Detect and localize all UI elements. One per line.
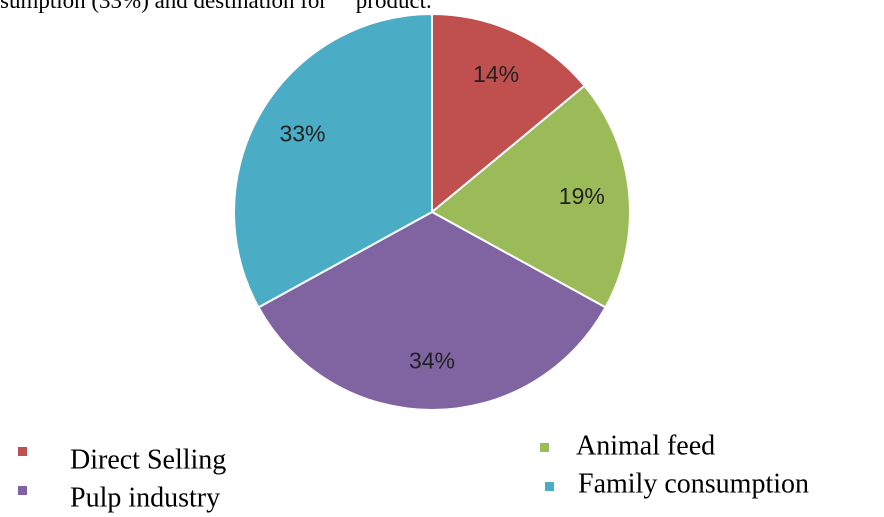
pie-slice <box>233 12 433 309</box>
caption-fragment: sumption (33%) and destination for produ… <box>0 0 432 13</box>
slice-label: 19% <box>559 183 605 209</box>
slice-label: 33% <box>279 120 325 146</box>
legend-swatch <box>545 482 554 491</box>
legend-label: Animal feed <box>576 430 715 461</box>
pie-slice <box>430 84 631 309</box>
legend-label: Family consumption <box>578 468 809 499</box>
legend-label: Pulp industry <box>70 482 220 513</box>
legend-swatch <box>540 443 549 452</box>
legend-label: Direct Selling <box>70 444 226 475</box>
legend-swatch <box>18 486 27 495</box>
legend-swatch <box>18 447 27 456</box>
pie-slice <box>257 210 607 411</box>
slice-label: 34% <box>409 348 455 374</box>
pie-slice <box>431 12 586 215</box>
slice-label: 14% <box>473 61 519 87</box>
